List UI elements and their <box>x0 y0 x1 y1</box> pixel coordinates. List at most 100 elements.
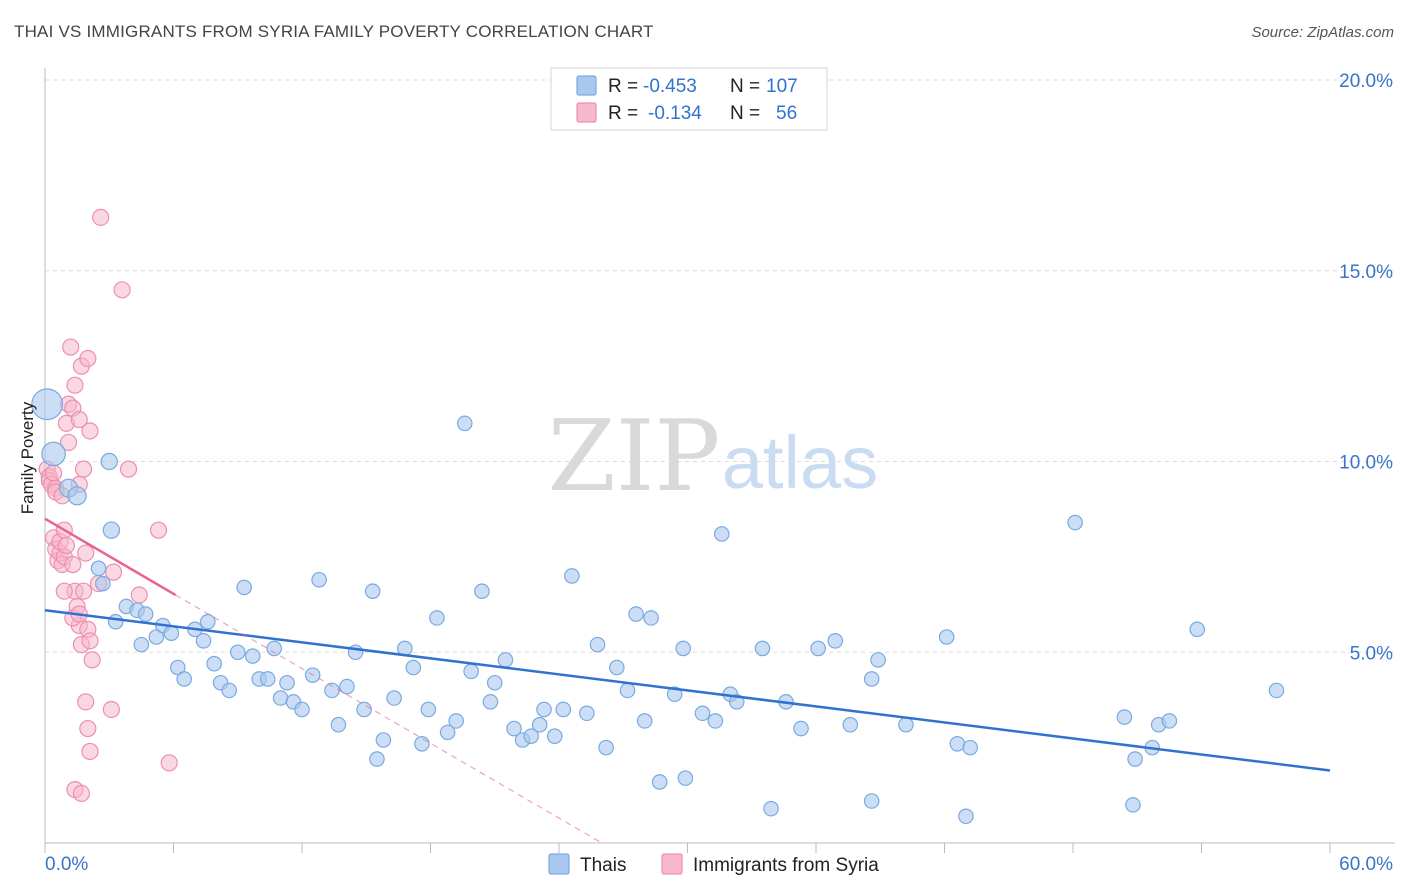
syria-point <box>104 563 123 581</box>
thais-point <box>439 724 456 741</box>
thais-point <box>675 640 692 657</box>
y-axis-label: Family Poverty <box>18 401 37 514</box>
thais-point <box>90 560 107 577</box>
thais-point <box>420 701 437 718</box>
thais-point <box>369 751 385 767</box>
syria-point <box>74 460 93 478</box>
thais-point <box>339 678 355 695</box>
thais-point <box>236 579 252 596</box>
thais-point <box>206 655 222 672</box>
thais-point <box>176 671 193 687</box>
syria-point <box>77 693 95 711</box>
thais-point <box>100 452 118 471</box>
bottom-legend: Thais Immigrants from Syria <box>548 853 879 876</box>
thais-point <box>1125 797 1141 813</box>
syria-point <box>160 754 178 772</box>
thais-point <box>898 716 914 733</box>
thais-point <box>95 575 111 592</box>
legend-syria-n-label: N = <box>730 103 760 124</box>
thais-point <box>564 568 580 584</box>
bottom-legend-thais-swatch <box>548 853 570 875</box>
thais-point <box>221 682 237 699</box>
tick-labels: 5.0% 10.0% 15.0% 20.0% 0.0% 60.0% <box>45 71 1393 875</box>
thais-point <box>31 388 64 421</box>
y-tick-label: 5.0% <box>1350 643 1393 664</box>
legend-syria-swatch <box>576 102 597 123</box>
thais-point <box>195 633 212 649</box>
thais-point <box>474 583 490 600</box>
syria-point <box>79 719 97 738</box>
thais-point <box>609 659 625 676</box>
syria-point <box>74 582 93 600</box>
syria-point <box>130 586 148 604</box>
thais-point <box>628 606 644 622</box>
thais-point <box>244 648 261 664</box>
syria-point <box>77 544 95 562</box>
thais-point <box>1116 709 1133 725</box>
syria-point <box>119 460 138 478</box>
thais-point <box>506 720 522 737</box>
thais-point <box>651 774 668 790</box>
thais-point <box>694 705 711 722</box>
thais-point <box>67 486 87 506</box>
thais-point <box>938 629 955 645</box>
legend-syria-r-value: -0.134 <box>648 103 702 124</box>
thais-point <box>463 663 479 680</box>
thais-point <box>958 808 974 825</box>
thais-point <box>386 690 402 706</box>
thais-point <box>429 610 445 626</box>
thais-point <box>531 716 548 733</box>
syria-point <box>102 700 120 719</box>
syria-points <box>38 208 178 803</box>
thais-point <box>133 636 150 653</box>
thais-point <box>1067 514 1083 531</box>
trend-lines <box>44 517 1331 844</box>
thais-point <box>842 716 859 733</box>
thais-point <box>555 701 572 718</box>
thais-point <box>707 713 724 729</box>
thais-point <box>259 671 276 687</box>
thais-point <box>870 652 886 668</box>
syria-point <box>64 555 82 574</box>
syria-point <box>81 632 99 650</box>
syria-point <box>83 651 101 669</box>
thais-point <box>414 736 430 752</box>
thais-point <box>272 690 289 706</box>
legend-thais-n-label: N = <box>730 76 760 97</box>
thais-point <box>619 682 636 699</box>
watermark-zip: ZIP <box>548 400 721 514</box>
thais-point <box>102 521 121 539</box>
syria-point <box>81 422 99 440</box>
thais-point <box>497 652 514 668</box>
thais-point <box>405 659 422 676</box>
syria-point <box>113 281 131 299</box>
syria-point <box>55 582 73 600</box>
thais-point <box>713 526 730 542</box>
thais-point <box>863 671 880 687</box>
watermark-atlas: atlas <box>722 421 878 504</box>
thais-point <box>294 701 310 718</box>
thais-point <box>666 686 683 703</box>
thais-point <box>579 705 595 722</box>
legend-thais-r-value: -0.453 <box>643 76 697 97</box>
y-tick-label: 15.0% <box>1339 262 1393 283</box>
syria-point <box>62 338 80 356</box>
syria-trend-extension <box>175 594 603 844</box>
legend-box: R = -0.453 N = 107 R = -0.134 N = 56 <box>550 67 828 131</box>
syria-point <box>44 464 63 482</box>
thais-trend-line <box>44 609 1331 772</box>
thais-point <box>523 728 539 744</box>
syria-trend-line <box>44 517 177 597</box>
legend-syria-r-label: R = <box>608 103 638 124</box>
syria-point <box>92 208 110 226</box>
syria-point <box>70 410 88 429</box>
legend-syria-n-value: 56 <box>776 103 797 124</box>
thais-point <box>199 613 216 630</box>
syria-point <box>66 376 84 394</box>
thais-point <box>41 441 66 467</box>
thais-point <box>448 713 464 729</box>
thais-point <box>137 606 154 622</box>
thais-point <box>330 716 347 733</box>
legend-thais-r-label: R = <box>608 76 638 97</box>
